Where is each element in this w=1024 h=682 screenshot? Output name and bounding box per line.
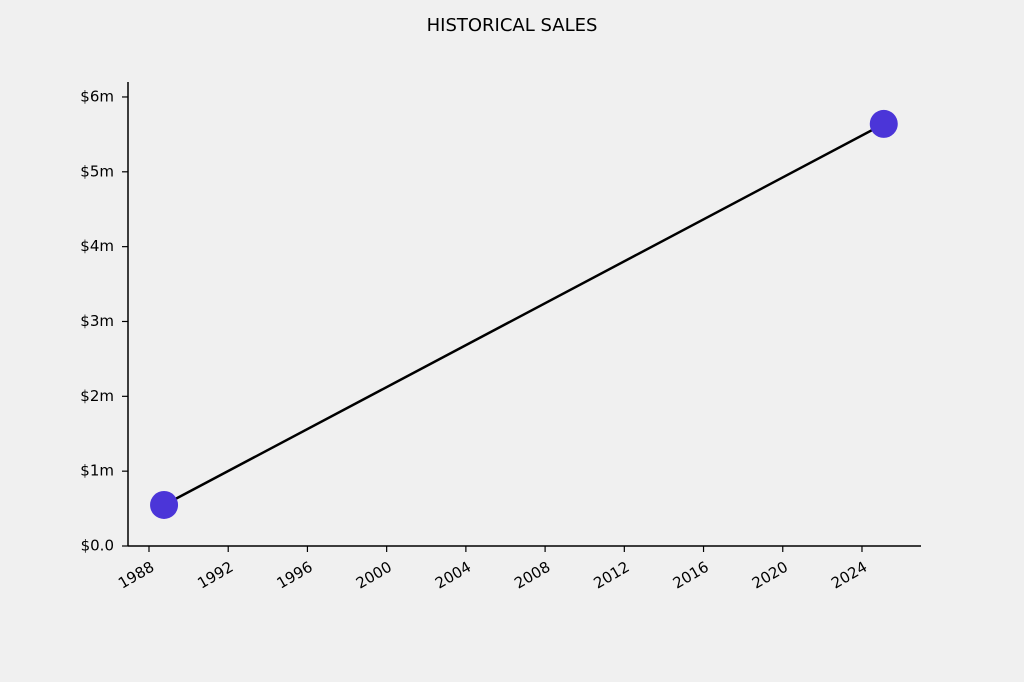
y-tick-label: $3m [80, 312, 114, 330]
line [163, 122, 885, 507]
y-tick-label: $2m [80, 387, 114, 405]
marker [150, 490, 179, 519]
marker [869, 109, 898, 138]
y-tick-label: $0.0 [81, 537, 114, 555]
y-tick-label: $6m [80, 87, 114, 105]
y-tick-label: $1m [80, 462, 114, 480]
chart-title: HISTORICAL SALES [427, 15, 598, 36]
y-tick-label: $4m [80, 237, 114, 255]
y-tick-label: $5m [80, 162, 114, 180]
